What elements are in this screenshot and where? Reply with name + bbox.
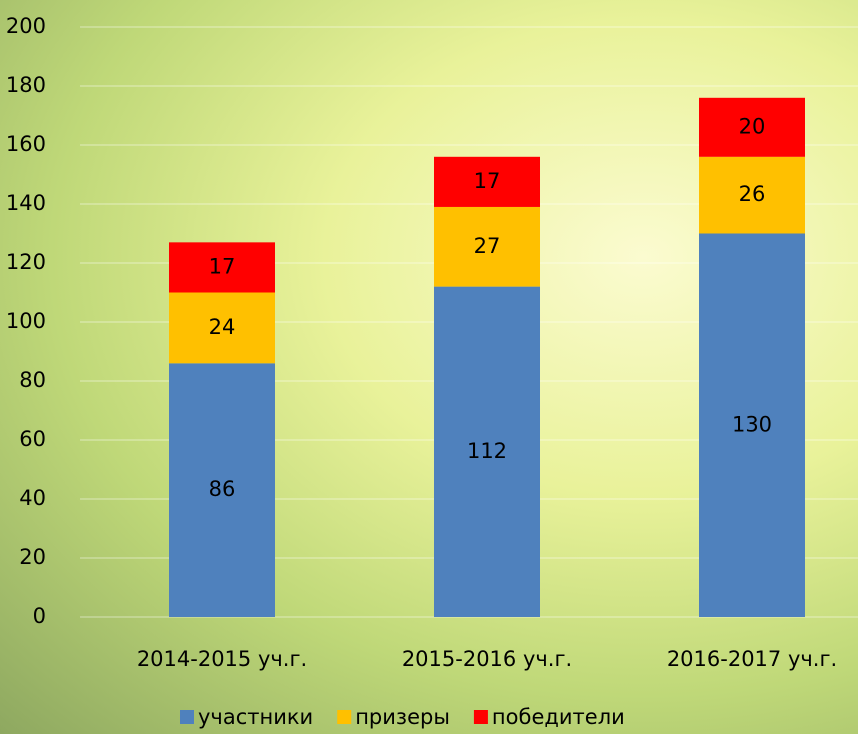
legend-label: призеры (355, 705, 450, 729)
y-tick-label: 80 (19, 368, 46, 392)
data-label: 17 (474, 169, 501, 193)
legend-label: участники (198, 705, 313, 729)
y-tick-label: 140 (6, 191, 46, 215)
bar-segment (434, 286, 540, 617)
data-label: 130 (732, 412, 772, 436)
bar-segment (434, 206, 540, 287)
y-tick-label: 60 (19, 427, 46, 451)
legend-swatch (180, 710, 194, 724)
y-tick-label: 20 (19, 545, 46, 569)
x-tick-label: 2016-2017 уч.г. (667, 647, 837, 671)
x-tick-label: 2015-2016 уч.г. (402, 647, 572, 671)
data-label: 17 (209, 254, 236, 278)
legend-label: победители (492, 705, 625, 729)
y-tick-label: 180 (6, 73, 46, 97)
y-tick-label: 160 (6, 132, 46, 156)
y-tick-label: 120 (6, 250, 46, 274)
bar-segment (699, 97, 805, 157)
y-tick-label: 40 (19, 486, 46, 510)
bar-segment (699, 156, 805, 234)
data-label: 86 (209, 477, 236, 501)
y-tick-label: 100 (6, 309, 46, 333)
legend-swatch (473, 710, 488, 724)
data-label: 24 (209, 315, 236, 339)
x-tick-label: 2014-2015 уч.г. (137, 647, 307, 671)
data-label: 26 (739, 182, 766, 206)
y-tick-label: 200 (6, 14, 46, 38)
legend-swatch (337, 710, 352, 724)
data-label: 112 (467, 439, 507, 463)
data-label: 20 (739, 114, 766, 138)
bar-segment (434, 156, 540, 207)
bar-segment (169, 292, 275, 364)
data-label: 27 (474, 234, 501, 258)
bar-segment (169, 363, 275, 617)
y-tick-label: 0 (33, 604, 46, 628)
bar-segment (169, 242, 275, 293)
bar-segment (699, 233, 805, 617)
